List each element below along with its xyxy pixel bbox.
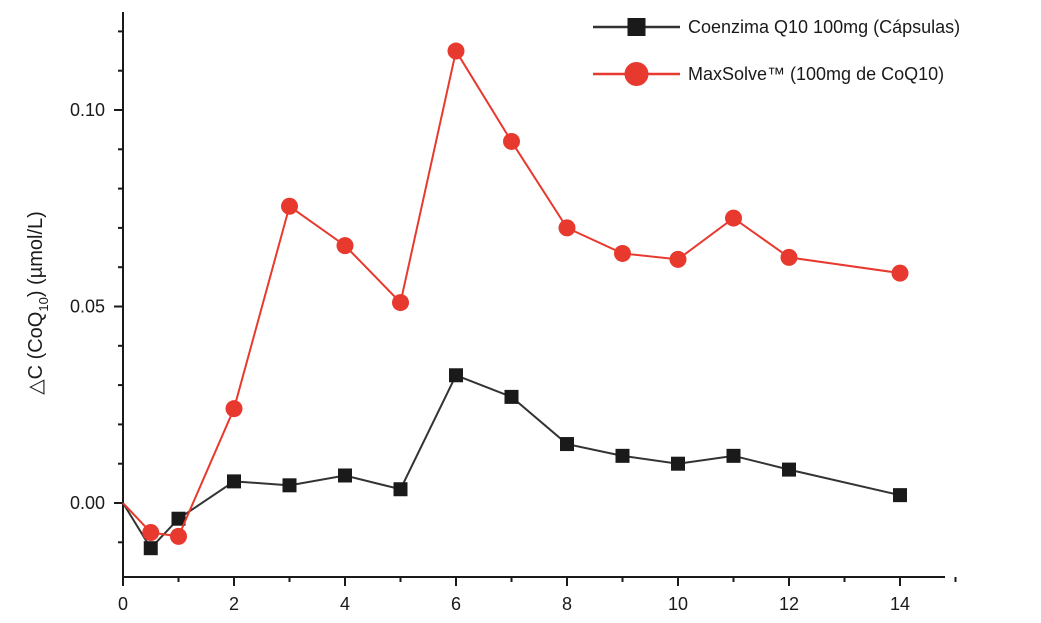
data-point-square [227,474,241,489]
y-axis-label-suffix: ) (µmol/L) [25,211,47,297]
series-layer [122,42,909,556]
x-tick-label: 4 [340,594,350,614]
chart-legend: Coenzima Q10 100mg (Cápsulas) MaxSolve™ (… [593,17,960,86]
data-point-circle [780,248,798,266]
legend-label: Coenzima Q10 100mg (Cápsulas) [688,17,960,37]
data-point-circle [614,244,631,262]
y-tick-label: 0.00 [70,493,105,513]
x-tick-label: 8 [562,594,572,614]
data-point-circle [336,237,354,255]
data-point-circle [503,132,520,150]
data-point-square [560,437,574,452]
data-point-square [726,448,741,463]
data-point-circle [225,400,243,418]
data-point-square [782,462,796,477]
data-point-circle [891,264,909,282]
legend-circle-marker [624,62,649,86]
legend-item-1: MaxSolve™ (100mg de CoQ10) [593,62,944,86]
x-tick-label: 0 [118,594,128,614]
x-tick-label: 10 [668,594,688,614]
data-point-square [393,482,408,497]
data-point-square [615,448,630,463]
data-point-circle [725,209,742,227]
chart-axes [122,12,945,578]
y-tick-label: 0.10 [70,100,105,120]
data-point-square [338,468,352,483]
data-point-circle [281,197,298,215]
y-axis-label-prefix: △C (CoQ [25,312,47,395]
legend-label: MaxSolve™ (100mg de CoQ10) [688,64,944,84]
y-axis-label-subscript: 10 [36,297,51,311]
y-axis-label: △C (CoQ10) (µmol/L) [25,211,51,395]
data-point-circle [142,523,160,541]
data-point-square [282,478,297,493]
data-point-circle [447,42,465,60]
data-point-circle [669,250,687,268]
legend-square-marker [627,18,646,36]
data-point-square [449,368,463,383]
x-tick-label: 12 [779,594,799,614]
series-1 [122,42,909,545]
legend-item-0: Coenzima Q10 100mg (Cápsulas) [593,17,960,37]
series-0 [122,368,907,556]
data-point-circle [392,294,409,312]
x-tick-label: 14 [890,594,910,614]
x-tick-label: 6 [451,594,461,614]
data-point-square [143,541,158,556]
data-point-square [171,511,186,526]
data-point-square [504,389,519,404]
x-axis-ticks: 0 2 4 6 8 10 12 14 [118,577,957,614]
data-point-circle [170,527,187,545]
y-tick-label: 0.05 [70,297,105,317]
x-tick-label: 2 [229,594,239,614]
data-point-circle [558,219,576,237]
y-axis-ticks: 0.00 0.05 0.10 [70,30,123,544]
data-point-square [893,488,907,503]
data-point-square [671,456,685,471]
